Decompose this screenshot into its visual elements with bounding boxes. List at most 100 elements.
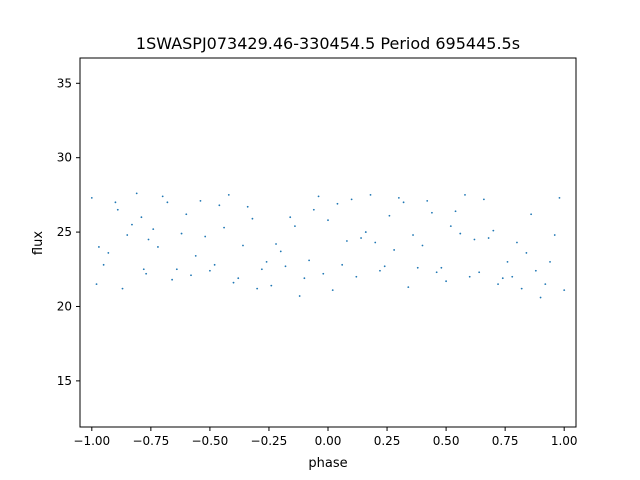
data-point: [336, 202, 339, 205]
x-tick-label: 0.00: [315, 434, 342, 448]
data-point: [421, 244, 424, 247]
data-point: [147, 238, 150, 241]
data-point: [135, 192, 138, 195]
data-point: [223, 226, 225, 229]
data-point: [341, 263, 344, 266]
data-point: [317, 195, 320, 198]
data-point: [473, 238, 476, 241]
data-point: [492, 229, 495, 232]
data-point: [237, 277, 240, 280]
data-point: [478, 271, 481, 274]
data-point: [563, 289, 566, 292]
data-point: [256, 287, 259, 290]
data-point: [152, 228, 155, 231]
data-point: [157, 246, 159, 248]
data-point: [294, 225, 296, 228]
data-point: [511, 275, 514, 278]
data-point: [525, 252, 528, 254]
y-tick-label: 35: [57, 76, 72, 90]
data-point: [331, 289, 334, 292]
data-point: [407, 286, 410, 289]
data-point: [553, 234, 556, 236]
data-point: [549, 260, 551, 263]
x-tick-label: −0.25: [251, 434, 288, 448]
data-point: [506, 260, 509, 263]
data-point: [194, 254, 197, 257]
data-point: [544, 283, 547, 286]
data-point: [116, 208, 119, 211]
data-point: [270, 284, 273, 287]
data-point: [185, 213, 188, 216]
data-point: [303, 277, 306, 280]
y-tick-label: 30: [57, 151, 72, 165]
y-tick-label: 20: [57, 299, 72, 313]
x-tick-label: 0.50: [433, 434, 460, 448]
data-point: [539, 296, 542, 299]
data-point: [232, 281, 235, 284]
data-point: [204, 235, 207, 238]
data-point: [346, 240, 348, 242]
data-point: [534, 269, 537, 272]
chart-title: 1SWASPJ073429.46-330454.5 Period 695445.…: [136, 34, 520, 53]
data-point: [454, 210, 457, 213]
y-axis-label: flux: [31, 231, 46, 255]
data-point: [227, 193, 230, 196]
data-point: [393, 249, 396, 251]
plot-area-frame: [79, 57, 577, 428]
x-tick-label: 0.75: [492, 434, 519, 448]
data-point: [449, 225, 452, 228]
x-tick-label: 1.00: [551, 434, 578, 448]
data-point: [251, 217, 254, 220]
x-axis-label: phase: [308, 456, 347, 471]
data-point: [364, 231, 367, 233]
data-point: [242, 244, 244, 247]
data-point: [388, 214, 391, 217]
data-point: [213, 263, 216, 266]
data-point: [327, 219, 329, 222]
data-point: [383, 265, 386, 268]
data-point: [431, 211, 433, 214]
x-axis-ticks: −1.00 −0.75 −0.50 −0.25 0.00 0.25 0.50 0.75 1.00: [73, 427, 578, 448]
data-point: [426, 199, 429, 202]
data-point: [171, 278, 174, 281]
data-point: [199, 199, 202, 202]
data-point: [102, 263, 105, 266]
y-axis-ticks: 15 20 25 30 35: [57, 76, 80, 388]
data-point: [265, 260, 268, 263]
data-point: [161, 195, 164, 198]
data-point: [308, 259, 310, 262]
data-point: [459, 232, 462, 235]
data-point: [416, 266, 419, 269]
data-point: [121, 287, 124, 290]
data-point: [145, 272, 148, 275]
data-point: [445, 280, 447, 283]
data-point: [312, 208, 315, 211]
data-point: [397, 196, 400, 199]
data-point: [350, 198, 353, 201]
data-point: [530, 213, 533, 216]
x-tick-label: −0.50: [192, 434, 229, 448]
y-tick-label: 25: [57, 225, 72, 239]
data-point: [412, 234, 414, 236]
data-point: [464, 193, 466, 196]
data-point: [131, 223, 133, 226]
data-point: [190, 274, 192, 277]
data-point: [126, 234, 129, 236]
data-point: [166, 201, 169, 204]
data-point: [369, 193, 372, 196]
data-point: [175, 268, 178, 271]
data-point: [558, 196, 561, 199]
data-point: [374, 241, 377, 244]
data-point: [284, 265, 287, 268]
data-point: [114, 201, 117, 204]
data-point: [435, 271, 438, 274]
data-point: [360, 237, 362, 239]
x-tick-label: −1.00: [73, 434, 110, 448]
data-point: [322, 272, 325, 275]
data-point: [98, 246, 100, 248]
data-point: [275, 243, 277, 245]
data-point: [501, 277, 504, 280]
data-point: [487, 237, 490, 239]
data-point: [298, 295, 301, 297]
